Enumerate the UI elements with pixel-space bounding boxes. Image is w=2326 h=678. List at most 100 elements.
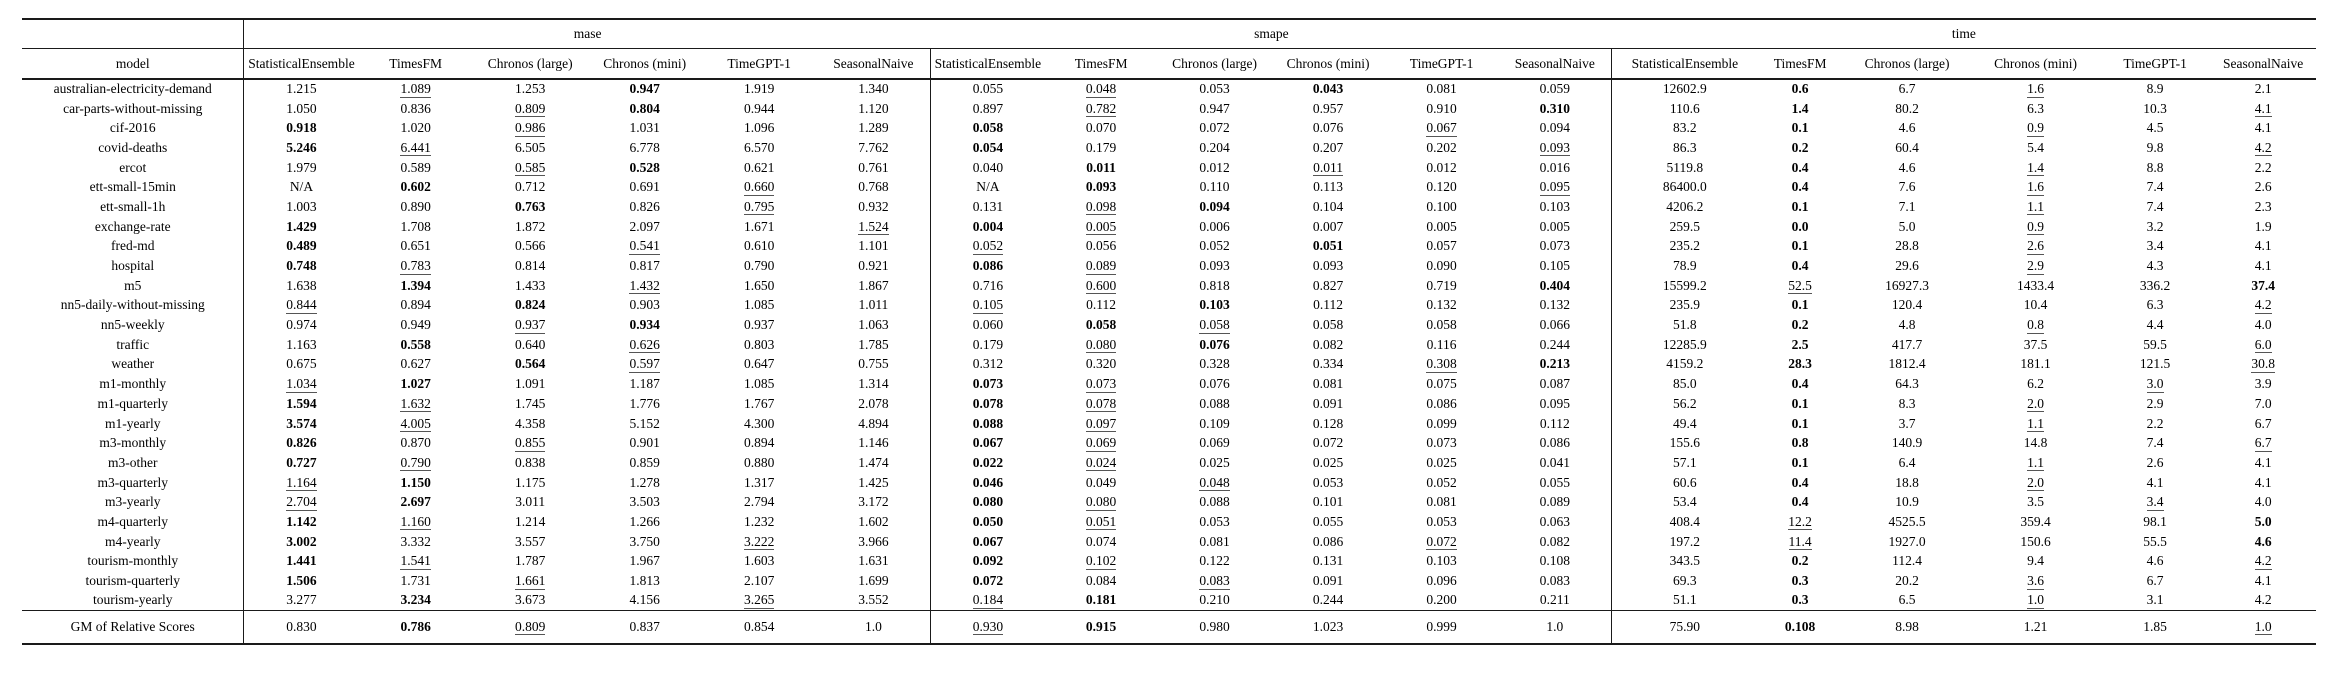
value-cell: 0.4 <box>1757 256 1842 276</box>
row-label: m3-other <box>22 453 245 473</box>
value-cell: 0.072 <box>1385 532 1498 552</box>
value-cell: 30.8 <box>2210 355 2316 375</box>
value-cell: 0.4 <box>1757 374 1842 394</box>
value-cell: 5119.8 <box>1611 157 1758 178</box>
value: 0.005 <box>1539 218 1570 234</box>
value: 12602.9 <box>1662 81 1707 97</box>
value-cell: 4.2 <box>2210 138 2316 158</box>
best-value: 28.3 <box>1788 356 1812 372</box>
second-best-value: 0.102 <box>1085 553 1117 570</box>
value-cell: 0.949 <box>358 315 472 335</box>
row-label: m1-quarterly <box>22 394 245 414</box>
value-cell: 0.748 <box>244 256 358 276</box>
value: 5119.8 <box>1666 159 1704 175</box>
best-value: 0.078 <box>972 395 1004 411</box>
value-cell: 0.059 <box>1498 79 1611 99</box>
value: N/A <box>976 179 1000 195</box>
value-cell: 0.918 <box>244 118 358 138</box>
value: 3.9 <box>2254 376 2272 392</box>
value-cell: 0.093 <box>1271 256 1384 276</box>
value-cell: 18.8 <box>1843 473 1972 493</box>
second-best-value: 2.6 <box>2027 238 2045 255</box>
value: 1.671 <box>743 218 775 234</box>
value: 0.076 <box>1199 376 1230 392</box>
value: 1.967 <box>629 553 660 569</box>
value-cell: 1.524 <box>816 217 931 237</box>
value-cell: 0.103 <box>1158 296 1271 316</box>
second-best-value: 6.0 <box>2254 336 2272 354</box>
value-cell: 0.934 <box>587 315 701 335</box>
value-cell: 0.055 <box>1498 473 1611 493</box>
value: 235.9 <box>1669 297 1701 313</box>
value-cell: 0.602 <box>358 177 472 197</box>
value: 1.266 <box>629 513 660 529</box>
value: 0.131 <box>1312 553 1344 569</box>
value-cell: 1.671 <box>702 217 816 237</box>
value: 7.762 <box>858 139 889 155</box>
value: 83.2 <box>1673 120 1697 136</box>
row-label: m5 <box>22 275 245 296</box>
row-label: nn5-weekly <box>22 315 245 335</box>
value: 0.932 <box>858 198 889 214</box>
value-cell: 86.3 <box>1611 138 1758 158</box>
value-cell: 0.824 <box>473 296 587 316</box>
value-cell: 150.6 <box>1971 532 2100 552</box>
value-cell: 83.2 <box>1611 118 1758 139</box>
value-cell: 0.054 <box>930 138 1045 158</box>
value-cell: 0.915 <box>1044 610 1158 644</box>
value-cell: 1.101 <box>816 237 931 257</box>
table-row: exchange-rate 1.429 1.708 1.872 2.097 1.671 1.… <box>22 216 2316 237</box>
value: 4.156 <box>629 592 660 608</box>
value: 59.5 <box>2143 336 2167 352</box>
value: 6.4 <box>1898 454 1916 470</box>
value: 0.082 <box>1539 533 1570 549</box>
value: 1.232 <box>743 513 775 529</box>
value-cell: 0.110 <box>1158 177 1271 197</box>
second-best-value: 3.4 <box>2146 494 2164 511</box>
value: 0.837 <box>629 618 660 634</box>
value-cell: 0.082 <box>1271 335 1384 355</box>
value: 0.621 <box>743 159 775 175</box>
value-cell: 1.214 <box>473 512 587 532</box>
value: 1.631 <box>858 553 889 569</box>
value: 56.2 <box>1673 395 1697 411</box>
value-cell: 3.234 <box>358 591 472 611</box>
value: 4.1 <box>2254 474 2272 490</box>
value-cell: 0.086 <box>1271 532 1384 552</box>
second-best-value: 0.093 <box>1539 139 1570 157</box>
value: 1.120 <box>858 100 889 116</box>
best-value: 0.489 <box>286 238 317 254</box>
value: 85.0 <box>1673 376 1697 392</box>
value-cell: 0.838 <box>473 453 587 473</box>
value: 1.146 <box>858 435 889 451</box>
value: 0.132 <box>1539 297 1570 313</box>
best-value: 0.8 <box>1791 435 1809 451</box>
value: 0.058 <box>1312 317 1344 333</box>
row-label: weather <box>22 354 245 375</box>
value: 0.101 <box>1312 494 1344 510</box>
value: 3.5 <box>2027 494 2045 510</box>
value-cell: 4.894 <box>816 414 931 434</box>
second-best-value: 2.704 <box>286 494 317 511</box>
value: 1.0 <box>1546 618 1564 634</box>
value-cell: 6.5 <box>1843 591 1972 611</box>
value: 0.063 <box>1539 513 1570 529</box>
value: 0.082 <box>1312 336 1344 352</box>
value-cell: 0.910 <box>1385 99 1498 119</box>
row-label: ett-small-1h <box>22 197 245 217</box>
value-cell: 2.794 <box>702 492 816 512</box>
value-cell: 0.830 <box>243 610 359 644</box>
best-value: 5.246 <box>286 139 317 155</box>
value-cell: 1.340 <box>816 79 931 99</box>
value: 0.651 <box>400 238 431 254</box>
value-cell: 0.207 <box>1271 138 1384 158</box>
summary-row: GM of Relative Scores 0.830 0.786 0.809 0.83… <box>22 610 2316 644</box>
value-cell: 1.979 <box>244 158 358 178</box>
value: N/A <box>289 179 314 195</box>
row-label: m3-yearly <box>22 492 245 513</box>
value-cell: 1.394 <box>358 276 472 296</box>
value-cell: 1.708 <box>358 217 472 237</box>
value-cell: 3.503 <box>587 492 701 512</box>
value: 4206.2 <box>1666 198 1704 214</box>
value-cell: 2.0 <box>1971 473 2100 493</box>
